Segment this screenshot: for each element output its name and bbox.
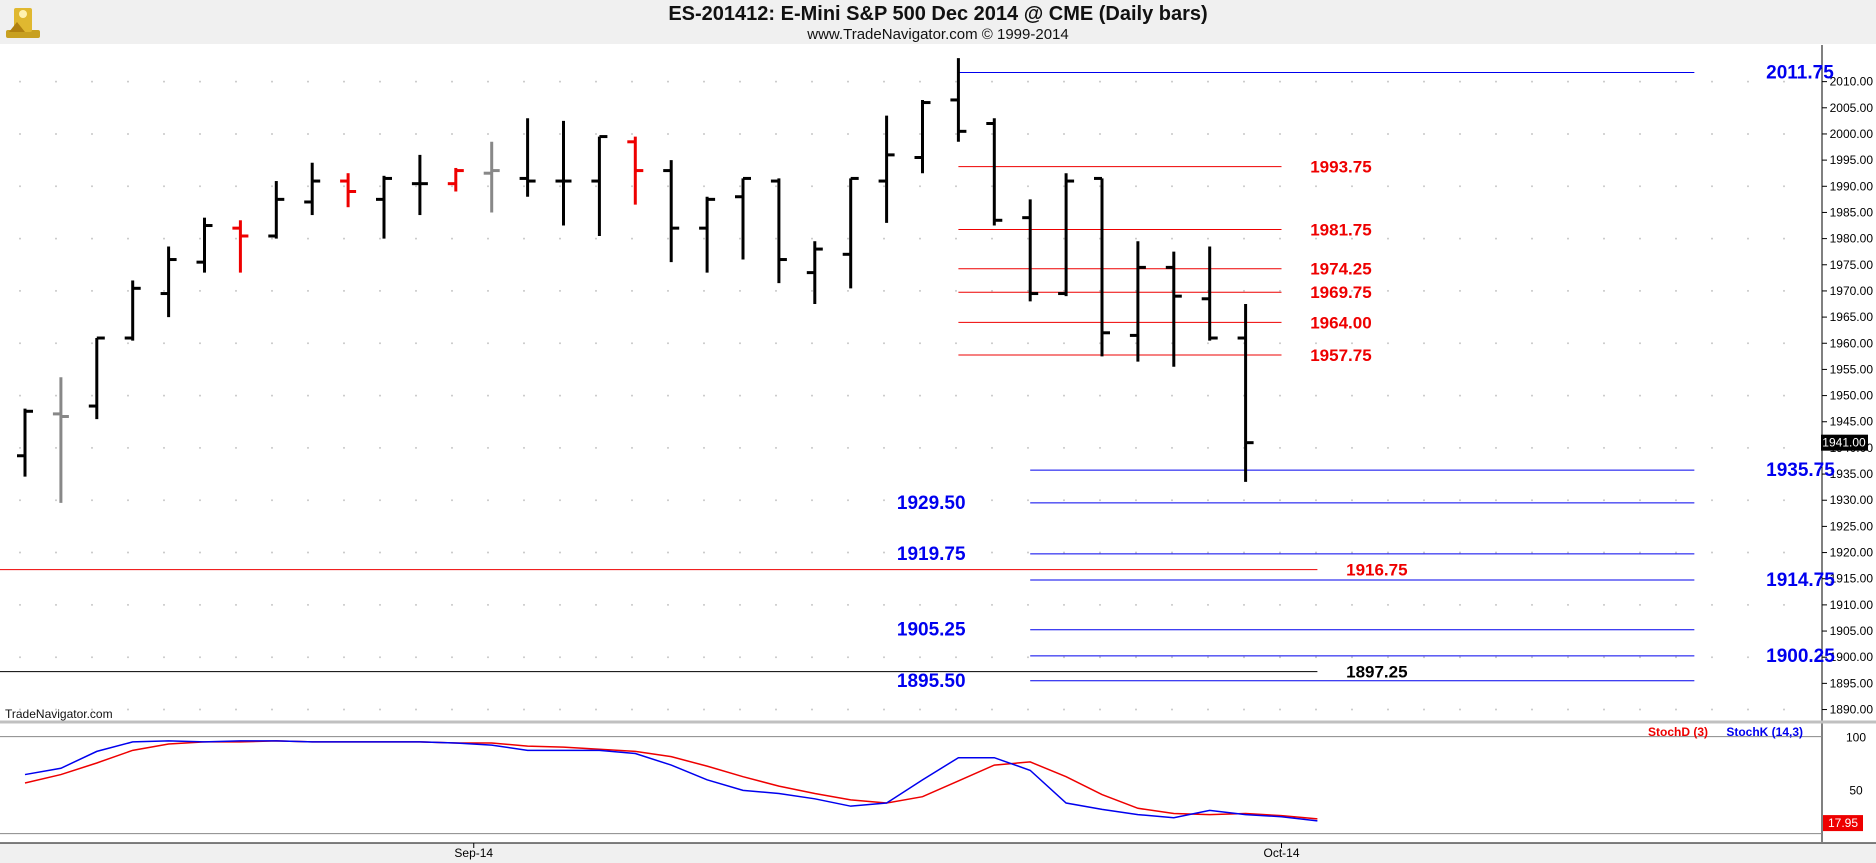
level-label: 1935.75 — [1766, 460, 1835, 481]
ohlc-bar — [591, 135, 608, 236]
stoch-legend-d: StochD (3) — [1648, 725, 1708, 739]
price-axis-label: 1925.00 — [1830, 519, 1874, 533]
ohlc-bar — [519, 118, 536, 197]
time-axis-label: Sep-14 — [454, 846, 493, 860]
time-axis-label: Oct-14 — [1263, 846, 1299, 860]
price-axis-label: 1890.00 — [1830, 703, 1874, 717]
ohlc-bar — [663, 160, 680, 263]
level-label: 1905.25 — [897, 620, 966, 641]
ohlc-bar — [340, 173, 357, 208]
price-axis-label: 1920.00 — [1830, 546, 1874, 560]
price-axis-label: 2010.00 — [1830, 75, 1874, 89]
ohlc-bar — [699, 196, 716, 273]
stoch-d-line — [24, 740, 1318, 820]
price-axis-label: 1980.00 — [1830, 232, 1874, 246]
price-axis-label: 2000.00 — [1830, 127, 1874, 141]
level-label: 1957.75 — [1310, 346, 1371, 365]
stoch-k-line — [24, 740, 1318, 822]
ohlc-bar — [842, 176, 859, 289]
level-label: 1929.50 — [897, 493, 966, 514]
price-axis-label: 1895.00 — [1830, 676, 1874, 690]
ohlc-bar — [88, 336, 105, 420]
ohlc-bar — [17, 408, 33, 477]
level-label: 1981.75 — [1310, 220, 1371, 239]
stoch-current-label: 17.95 — [1828, 816, 1858, 830]
stoch-legend-k: StochK (14,3) — [1726, 725, 1803, 739]
level-label: 1993.75 — [1310, 158, 1371, 177]
ohlc-bar — [124, 280, 141, 341]
ohlc-bar — [950, 58, 967, 142]
level-label: 1974.25 — [1310, 260, 1371, 279]
price-axis-label: 1955.00 — [1830, 362, 1874, 376]
price-axis-label: 1965.00 — [1830, 310, 1874, 324]
ohlc-bar — [1237, 304, 1254, 482]
ohlc-bar — [1201, 246, 1218, 341]
ohlc-bar — [483, 141, 500, 213]
ohlc-bar — [232, 220, 249, 273]
chart-subtitle: www.TradeNavigator.com © 1999-2014 — [807, 26, 1069, 43]
level-label: 1969.75 — [1310, 283, 1371, 302]
ohlc-bar — [304, 162, 321, 216]
level-label: 1964.00 — [1310, 313, 1371, 332]
time-axis-band — [0, 843, 1876, 863]
ohlc-bar — [1165, 251, 1182, 367]
ohlc-bar — [627, 136, 644, 205]
stoch-axis-label: 100 — [1846, 731, 1866, 745]
price-axis-label: 1960.00 — [1830, 336, 1874, 350]
trade-navigator-logo-icon — [6, 8, 40, 38]
ohlc-bar — [555, 120, 572, 226]
stoch-axis-label: 50 — [1849, 783, 1863, 797]
ohlc-bar — [52, 377, 69, 503]
price-axis-label: 1985.00 — [1830, 205, 1874, 219]
price-axis-label: 2005.00 — [1830, 101, 1874, 115]
ohlc-bar — [411, 154, 428, 216]
price-axis-label: 1950.00 — [1830, 389, 1874, 403]
level-label: 1914.75 — [1766, 570, 1835, 591]
level-label: 1919.75 — [897, 544, 966, 565]
price-axis-label: 1900.00 — [1830, 650, 1874, 664]
level-label: 1900.25 — [1766, 646, 1835, 667]
ohlc-bar — [376, 175, 392, 239]
ohlc-bar — [806, 241, 823, 305]
price-axis-label: 1975.00 — [1830, 258, 1874, 272]
price-axis-label: 1990.00 — [1830, 179, 1874, 193]
price-axis-label: 1995.00 — [1830, 153, 1874, 167]
ohlc-bar — [1129, 241, 1146, 362]
level-label: 1895.50 — [897, 671, 966, 692]
grid-dots — [19, 80, 1785, 711]
current-price-box — [1821, 434, 1868, 451]
price-axis-label: 1915.00 — [1830, 572, 1874, 586]
price-axis-label: 1935.00 — [1830, 467, 1874, 481]
chart-title: ES-201412: E-Mini S&P 500 Dec 2014 @ CME… — [668, 3, 1208, 25]
ohlc-bar — [914, 99, 931, 174]
ohlc-bar — [770, 178, 787, 284]
ohlc-bar — [268, 181, 285, 239]
level-label: 1916.75 — [1346, 561, 1407, 580]
ohlc-bar — [447, 167, 464, 192]
current-price-label: 1941.00 — [1822, 436, 1866, 450]
ohlc-bar — [1094, 176, 1110, 357]
watermark-label: TradeNavigator.com — [5, 707, 113, 721]
stoch-current-box — [1823, 815, 1863, 832]
ohlc-bar — [1022, 199, 1039, 302]
price-axis-label: 1905.00 — [1830, 624, 1874, 638]
price-axis-label: 1970.00 — [1830, 284, 1874, 298]
ohlc-bar — [196, 217, 213, 273]
level-label: 1897.25 — [1346, 663, 1407, 682]
ohlc-bar — [986, 118, 1003, 226]
price-axis-label: 1910.00 — [1830, 598, 1874, 612]
ohlc-bar — [878, 115, 895, 223]
price-axis-label: 1945.00 — [1830, 415, 1874, 429]
chart-header: ES-201412: E-Mini S&P 500 Dec 2014 @ CME… — [0, 0, 1876, 44]
level-label: 2011.75 — [1766, 62, 1834, 83]
price-axis-label: 1930.00 — [1830, 493, 1874, 507]
ohlc-bar — [160, 246, 177, 318]
ohlc-bar — [1058, 173, 1075, 297]
ohlc-bar — [735, 176, 751, 260]
